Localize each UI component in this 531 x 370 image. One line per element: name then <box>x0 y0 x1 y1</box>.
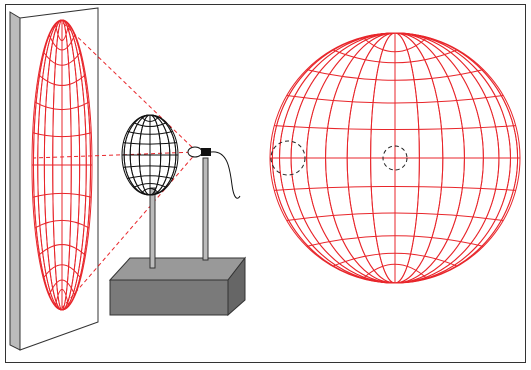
light-rays <box>33 21 198 309</box>
grid-line <box>38 74 86 86</box>
grid-line <box>123 142 177 145</box>
grid-line <box>332 252 458 267</box>
grid-line <box>48 34 76 51</box>
grid-line <box>38 244 86 256</box>
screen-edge <box>9 11 21 351</box>
grid-line <box>332 49 458 64</box>
lamp-socket <box>201 148 211 156</box>
block-top <box>108 257 247 281</box>
grid-line <box>140 187 160 194</box>
grid-line <box>274 185 516 191</box>
grid-line <box>32 132 92 138</box>
projected-grid <box>31 19 93 311</box>
grid-line <box>54 23 70 42</box>
rod <box>202 157 209 261</box>
grid-line <box>127 131 173 135</box>
grid-line <box>140 116 160 123</box>
grid-line <box>42 264 82 279</box>
grid-line <box>362 36 428 53</box>
grid-line <box>286 95 504 104</box>
grid-line <box>127 175 173 179</box>
grid-line <box>32 192 92 198</box>
grid-line <box>306 69 484 81</box>
wire-hemisphere <box>121 114 179 196</box>
grid-line <box>123 165 177 168</box>
block-front <box>109 279 229 316</box>
dashed-circle <box>382 145 408 171</box>
grid-line <box>34 219 90 229</box>
dashed-circle <box>270 140 306 176</box>
grid-line <box>306 235 484 247</box>
screen <box>19 7 99 351</box>
grid-line <box>286 212 504 221</box>
grid-line <box>48 279 76 296</box>
grid-line <box>34 101 90 111</box>
grid-line <box>362 263 428 280</box>
lamp-bulb <box>187 146 203 158</box>
rod <box>149 187 156 269</box>
grid-line <box>133 182 167 188</box>
grid-line <box>42 51 82 66</box>
grid-line <box>274 125 516 131</box>
grid-line <box>133 122 167 128</box>
globe-grid <box>269 32 521 284</box>
lamp-cord <box>210 151 241 199</box>
